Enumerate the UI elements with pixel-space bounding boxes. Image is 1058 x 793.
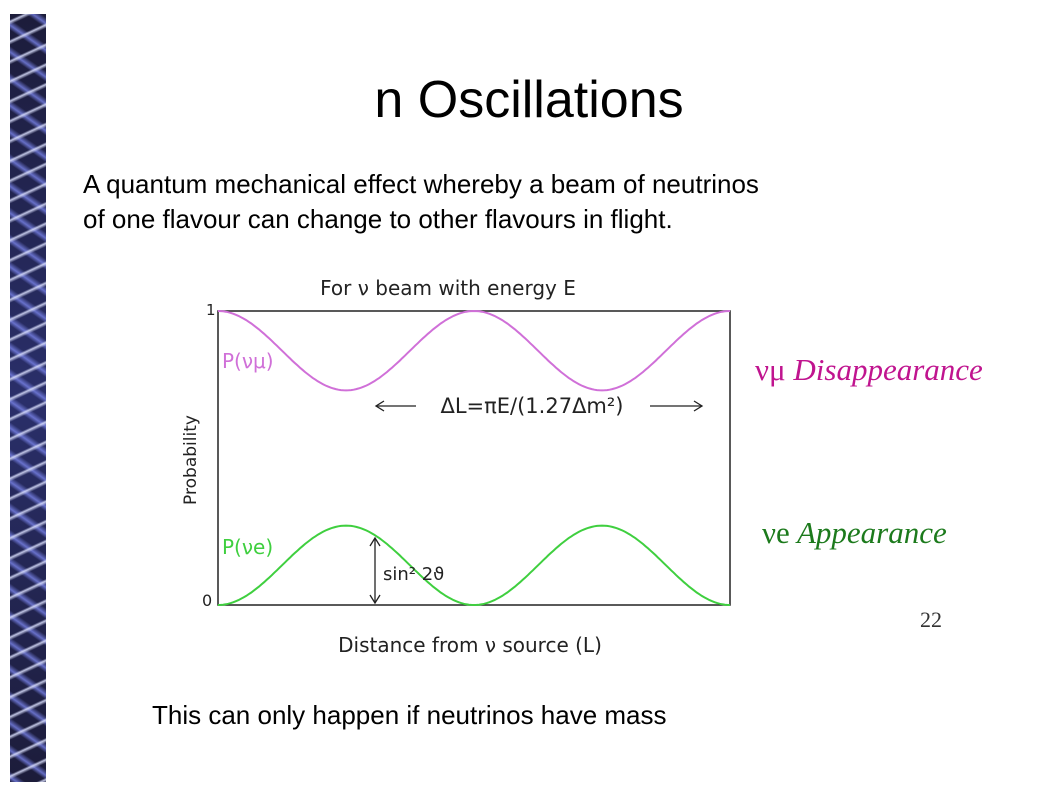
appearance-symbol: νe (762, 515, 790, 550)
disappearance-symbol: νμ (755, 352, 786, 387)
intro-line-2: of one flavour can change to other flavo… (83, 204, 673, 234)
curve-e-series (217, 524, 731, 607)
y-tick-top: 1 (206, 301, 216, 319)
amplitude-formula: sin² 2ϑ (383, 564, 444, 585)
y-tick-bottom: 0 (202, 591, 212, 610)
page-number: 22 (920, 607, 942, 632)
appearance-label: νe Appearance (762, 515, 947, 551)
plot-heading: For ν beam with energy E (320, 276, 576, 300)
period-formula: ΔL=πE/(1.27Δm²) (440, 394, 623, 418)
curve-mu-series (217, 309, 731, 392)
plot-frame (217, 310, 731, 606)
label-p-mu: P(νμ) (222, 349, 274, 373)
slide-title: n Oscillations (374, 71, 684, 129)
period-arrow (374, 400, 704, 412)
decorative-side-strip (10, 14, 46, 782)
oscillation-plot: For ν beam with energy E 1 0 Probability… (181, 276, 731, 657)
amplitude-arrow (369, 536, 381, 605)
intro-line-1: A quantum mechanical effect whereby a be… (83, 169, 759, 199)
label-p-e: P(νe) (222, 535, 273, 559)
y-axis-label: Probability (181, 415, 201, 505)
disappearance-text: Disappearance (793, 352, 983, 387)
x-axis-label: Distance from ν source (L) (338, 633, 602, 657)
footer-text: This can only happen if neutrinos have m… (152, 700, 667, 730)
disappearance-label: νμ Disappearance (755, 352, 983, 388)
intro-text: A quantum mechanical effect whereby a be… (83, 167, 983, 237)
appearance-text: Appearance (796, 515, 947, 550)
